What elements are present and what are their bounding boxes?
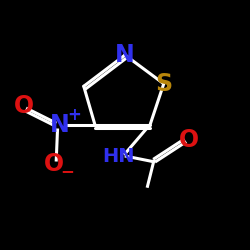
- Text: O: O: [179, 128, 199, 152]
- Text: N: N: [115, 43, 135, 67]
- Text: O: O: [44, 152, 64, 176]
- Text: O: O: [14, 94, 34, 118]
- Text: N: N: [50, 113, 70, 137]
- Text: HN: HN: [102, 147, 135, 166]
- Text: +: +: [68, 106, 82, 124]
- Text: −: −: [60, 162, 74, 180]
- Text: S: S: [155, 72, 172, 96]
